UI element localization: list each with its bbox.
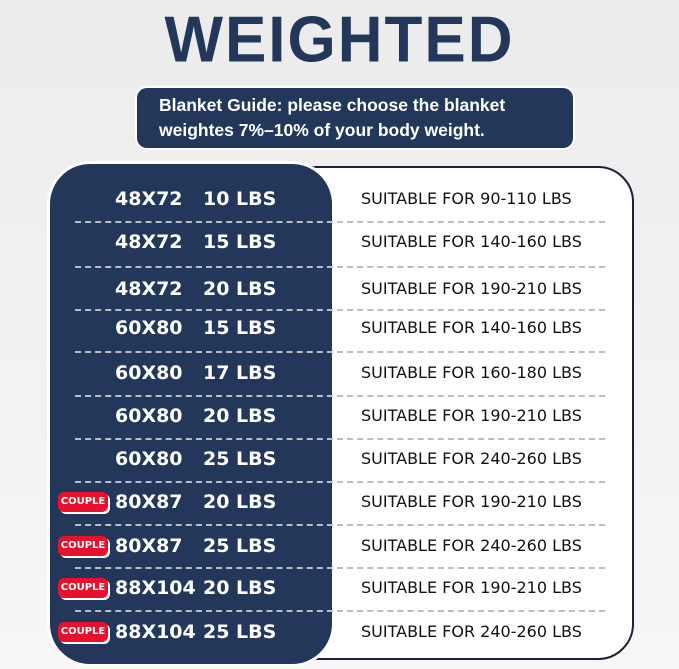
guide-line-1: Blanket Guide: please choose the blanket	[159, 95, 506, 115]
couple-badge: COUPLE	[58, 578, 108, 598]
couple-badge: COUPLE	[58, 492, 108, 512]
row-divider	[75, 567, 605, 569]
suitable-range: SUITABLE FOR 240-260 LBS	[361, 622, 582, 641]
row-divider	[75, 438, 605, 440]
row-divider	[75, 524, 605, 526]
table-row: 48X72 10 LBS SUITABLE FOR 90-110 LBS	[0, 179, 679, 219]
blanket-size: 48X72	[115, 278, 183, 300]
blanket-size: 60X80	[115, 317, 183, 339]
suitable-range: SUITABLE FOR 190-210 LBS	[361, 406, 582, 425]
blanket-weight: 25 LBS	[203, 535, 277, 557]
blanket-size: 48X72	[115, 231, 183, 253]
table-row: COUPLE 80X87 20 LBS SUITABLE FOR 190-210 LB…	[0, 482, 679, 522]
blanket-weight: 17 LBS	[203, 362, 277, 384]
suitable-range: SUITABLE FOR 160-180 LBS	[361, 363, 582, 382]
table-row: COUPLE 88X104 25 LBS SUITABLE FOR 240-260 L…	[0, 612, 679, 652]
row-divider	[75, 481, 605, 483]
blanket-weight: 10 LBS	[203, 188, 277, 210]
blanket-weight: 20 LBS	[203, 577, 277, 599]
blanket-guide-note: Blanket Guide: please choose the blanket…	[137, 88, 573, 148]
blanket-size: 60X80	[115, 362, 183, 384]
row-divider	[75, 221, 605, 223]
blanket-weight: 20 LBS	[203, 278, 277, 300]
suitable-range: SUITABLE FOR 90-110 LBS	[361, 189, 572, 208]
couple-badge: COUPLE	[58, 622, 108, 642]
row-divider	[75, 351, 605, 353]
suitable-range: SUITABLE FOR 190-210 LBS	[361, 492, 582, 511]
blanket-size: 48X72	[115, 188, 183, 210]
table-row: 48X72 20 LBS SUITABLE FOR 190-210 LBS	[0, 269, 679, 309]
table-row: 60X80 17 LBS SUITABLE FOR 160-180 LBS	[0, 353, 679, 393]
blanket-weight: 15 LBS	[203, 317, 277, 339]
table-row: 60X80 25 LBS SUITABLE FOR 240-260 LBS	[0, 439, 679, 479]
row-divider	[75, 309, 605, 311]
blanket-size: 60X80	[115, 405, 183, 427]
table-row: COUPLE 80X87 25 LBS SUITABLE FOR 240-260 LB…	[0, 526, 679, 566]
table-row: 60X80 20 LBS SUITABLE FOR 190-210 LBS	[0, 396, 679, 436]
suitable-range: SUITABLE FOR 190-210 LBS	[361, 279, 582, 298]
blanket-size: 88X104	[115, 621, 196, 643]
blanket-size: 80X87	[115, 491, 183, 513]
blanket-weight: 20 LBS	[203, 405, 277, 427]
couple-badge: COUPLE	[58, 536, 108, 556]
table-row: COUPLE 88X104 20 LBS SUITABLE FOR 190-210 L…	[0, 568, 679, 608]
row-divider	[75, 395, 605, 397]
suitable-range: SUITABLE FOR 240-260 LBS	[361, 449, 582, 468]
table-row: 60X80 15 LBS SUITABLE FOR 140-160 LBS	[0, 308, 679, 348]
blanket-weight: 15 LBS	[203, 231, 277, 253]
blanket-weight: 20 LBS	[203, 491, 277, 513]
suitable-range: SUITABLE FOR 190-210 LBS	[361, 578, 582, 597]
row-divider	[75, 266, 605, 268]
blanket-weight: 25 LBS	[203, 448, 277, 470]
suitable-range: SUITABLE FOR 240-260 LBS	[361, 536, 582, 555]
blanket-size: 88X104	[115, 577, 196, 599]
row-divider	[75, 610, 605, 612]
blanket-weight: 25 LBS	[203, 621, 277, 643]
blanket-size: 60X80	[115, 448, 183, 470]
table-row: 48X72 15 LBS SUITABLE FOR 140-160 LBS	[0, 222, 679, 262]
blanket-size: 80X87	[115, 535, 183, 557]
suitable-range: SUITABLE FOR 140-160 LBS	[361, 318, 582, 337]
suitable-range: SUITABLE FOR 140-160 LBS	[361, 232, 582, 251]
guide-line-2: weightes 7%–10% of your body weight.	[159, 120, 485, 140]
